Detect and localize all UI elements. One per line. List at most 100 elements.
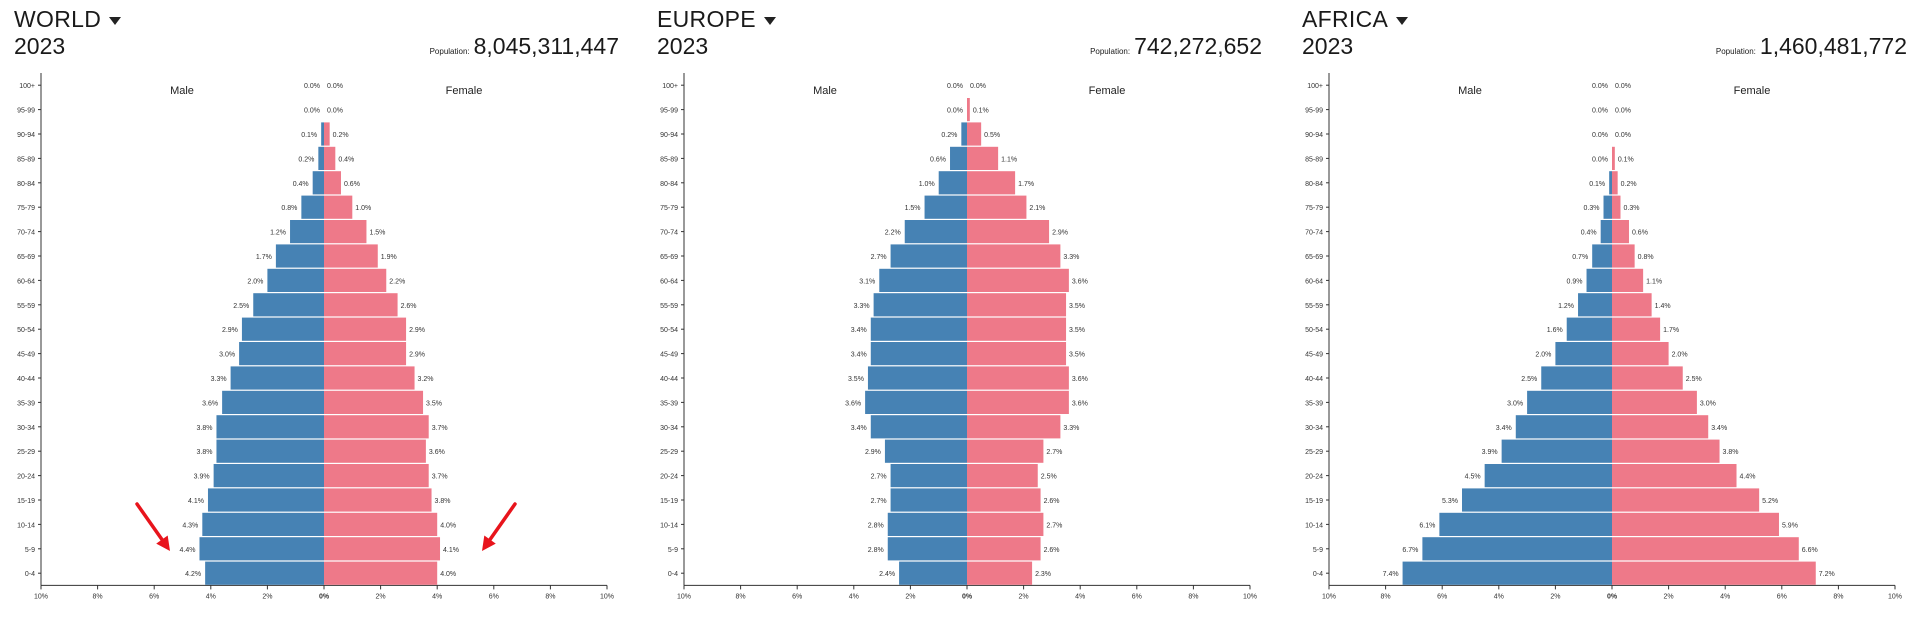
female-bar xyxy=(1612,268,1644,292)
male-value-label: 2.7% xyxy=(871,474,887,481)
x-tick-label: 10% xyxy=(1322,593,1336,600)
female-bar xyxy=(1612,390,1697,414)
x-tick-label: 2% xyxy=(1550,593,1560,600)
female-value-label: 0.0% xyxy=(327,108,343,115)
female-header: Female xyxy=(446,85,483,97)
male-value-label: 0.0% xyxy=(947,108,963,115)
arrow-shaft xyxy=(488,502,517,542)
age-tick-label: 55-59 xyxy=(1305,303,1323,310)
female-bar xyxy=(1612,171,1618,195)
age-tick-label: 75-79 xyxy=(660,205,678,212)
region-select-africa[interactable]: AFRICA xyxy=(1302,6,1409,33)
female-bar xyxy=(1612,561,1816,585)
age-tick-label: 60-64 xyxy=(1305,278,1323,285)
female-value-label: 3.2% xyxy=(418,376,434,383)
age-tick-label: 25-29 xyxy=(660,449,678,456)
region-select-europe[interactable]: EUROPE xyxy=(657,6,776,33)
female-value-label: 4.4% xyxy=(1740,474,1756,481)
female-bar xyxy=(324,122,330,146)
female-value-label: 3.3% xyxy=(1063,425,1079,432)
female-value-label: 0.0% xyxy=(1615,132,1631,139)
male-bar xyxy=(887,512,967,536)
male-bar xyxy=(961,122,967,146)
male-bar xyxy=(1609,171,1612,195)
female-bar xyxy=(324,439,426,463)
female-value-label: 0.1% xyxy=(973,108,989,115)
female-value-label: 3.8% xyxy=(1723,449,1739,456)
age-tick-label: 15-19 xyxy=(17,498,35,505)
age-tick-label: 100+ xyxy=(1307,83,1323,90)
male-value-label: 2.8% xyxy=(868,522,884,529)
female-bar xyxy=(1612,293,1652,317)
x-tick-label: 8% xyxy=(1381,593,1391,600)
female-value-label: 1.7% xyxy=(1018,181,1034,188)
x-tick-label: 10% xyxy=(677,593,691,600)
x-tick-label: 8% xyxy=(545,593,555,600)
age-tick-label: 20-24 xyxy=(1305,474,1323,481)
x-tick-label: 6% xyxy=(1777,593,1787,600)
age-tick-label: 40-44 xyxy=(660,376,678,383)
male-value-label: 2.5% xyxy=(1521,376,1537,383)
age-tick-label: 10-14 xyxy=(660,522,678,529)
female-value-label: 2.3% xyxy=(1035,571,1051,578)
male-value-label: 2.2% xyxy=(885,230,901,237)
male-value-label: 3.9% xyxy=(1482,449,1498,456)
age-tick-label: 60-64 xyxy=(660,278,678,285)
female-value-label: 0.1% xyxy=(1618,156,1634,163)
age-tick-label: 80-84 xyxy=(1305,181,1323,188)
female-bar xyxy=(1612,512,1779,536)
age-tick-label: 100+ xyxy=(19,83,35,90)
female-bar xyxy=(967,195,1027,219)
population-readout: Population: 1,460,481,772 xyxy=(1716,33,1907,60)
female-bar xyxy=(967,122,982,146)
female-value-label: 0.4% xyxy=(338,156,354,163)
female-bar xyxy=(1612,366,1683,390)
year-label: 2023 xyxy=(14,33,66,59)
male-bar xyxy=(312,171,324,195)
male-bar xyxy=(1586,268,1612,292)
male-value-label: 0.2% xyxy=(941,132,957,139)
female-value-label: 2.7% xyxy=(1046,449,1062,456)
female-value-label: 1.7% xyxy=(1663,327,1679,334)
male-bar xyxy=(239,342,324,366)
female-value-label: 0.2% xyxy=(333,132,349,139)
age-tick-label: 85-89 xyxy=(17,156,35,163)
female-header: Female xyxy=(1734,85,1771,97)
male-bar xyxy=(884,439,967,463)
male-bar xyxy=(890,244,967,268)
age-tick-label: 35-39 xyxy=(1305,400,1323,407)
female-value-label: 2.7% xyxy=(1046,522,1062,529)
male-value-label: 3.8% xyxy=(196,425,212,432)
female-bar xyxy=(967,98,970,122)
x-tick-label: 8% xyxy=(1188,593,1198,600)
female-value-label: 0.8% xyxy=(1638,254,1654,261)
age-tick-label: 30-34 xyxy=(1305,425,1323,432)
age-tick-label: 90-94 xyxy=(660,132,678,139)
age-tick-label: 80-84 xyxy=(17,181,35,188)
male-value-label: 4.4% xyxy=(180,547,196,554)
male-value-label: 0.4% xyxy=(293,181,309,188)
female-bar xyxy=(1612,488,1760,512)
region-name: AFRICA xyxy=(1302,6,1389,32)
female-value-label: 1.0% xyxy=(355,205,371,212)
male-bar xyxy=(1462,488,1612,512)
male-bar xyxy=(216,439,324,463)
female-value-label: 0.2% xyxy=(1621,181,1637,188)
population-value: 8,045,311,447 xyxy=(473,33,619,59)
female-bar xyxy=(324,415,429,439)
female-value-label: 3.6% xyxy=(1072,400,1088,407)
male-bar xyxy=(253,293,324,317)
x-tick-label: 6% xyxy=(149,593,159,600)
age-tick-label: 25-29 xyxy=(1305,449,1323,456)
male-value-label: 4.5% xyxy=(1465,474,1481,481)
x-tick-label: 10% xyxy=(600,593,614,600)
age-tick-label: 5-9 xyxy=(1313,547,1323,554)
female-bar xyxy=(324,464,429,488)
year-label: 2023 xyxy=(1302,33,1354,59)
region-select-world[interactable]: WORLD xyxy=(14,6,122,33)
x-tick-label: 10% xyxy=(34,593,48,600)
region-name: WORLD xyxy=(14,6,102,32)
male-value-label: 4.3% xyxy=(182,522,198,529)
female-bar xyxy=(324,220,367,244)
female-bar xyxy=(324,561,438,585)
